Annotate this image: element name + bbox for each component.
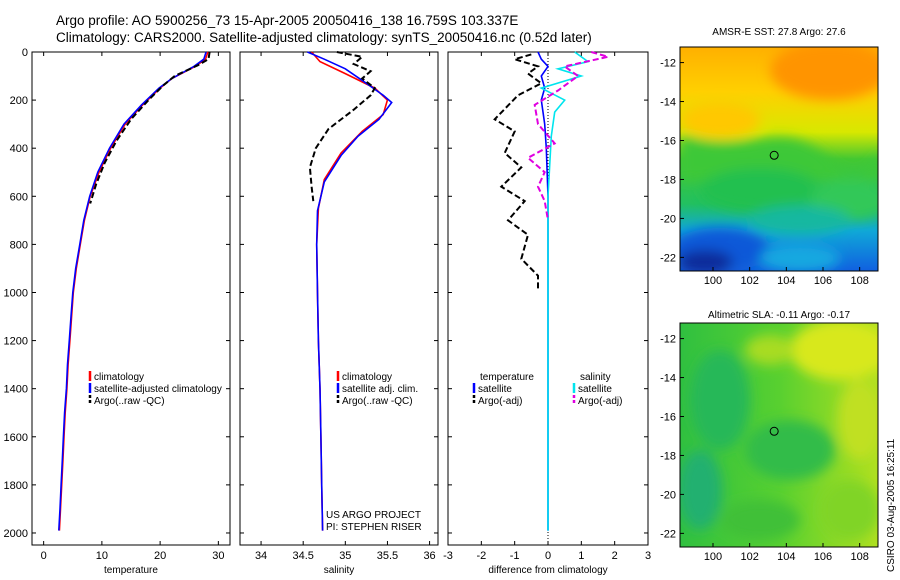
figure-title-line1: Argo profile: AO 5900256_73 15-Apr-2005 … (56, 13, 519, 28)
salinity-xtick-label: 34 (255, 550, 267, 562)
depth-tick-label: 1200 (4, 336, 28, 348)
salinity-xlabel: salinity (324, 565, 355, 576)
pi-annotation: PI: STEPHEN RISER (326, 522, 422, 533)
difference-xtick-label: -2 (476, 550, 486, 562)
difference-series-salinity-argo-adj- (526, 51, 609, 221)
diff-legend-salinity-header: salinity (580, 372, 611, 383)
diff-legend-temperature-header: temperature (480, 372, 534, 383)
difference-xtick-label: 1 (578, 550, 584, 562)
depth-tick-label: 0 (22, 47, 28, 59)
sla-map-ytick-label: -22 (660, 528, 676, 540)
difference-xlabel: difference from climatology (488, 565, 607, 576)
sla-map-xtick-label: 100 (704, 551, 722, 563)
depth-tick-label: 1800 (4, 480, 28, 492)
sla-map-xtick-label: 102 (740, 551, 758, 563)
difference-xtick-label: 0 (545, 550, 551, 562)
figure-title-line2: Climatology: CARS2000. Satellite-adjuste… (56, 30, 592, 45)
salinity-series-satellite-adj-clim- (307, 51, 393, 531)
depth-tick-label: 400 (10, 143, 28, 155)
depth-tick-label: 1600 (4, 432, 28, 444)
sal-legend-argo-label: Argo(..raw -QC) (342, 396, 413, 407)
depth-tick-label: 200 (10, 95, 28, 107)
temperature-xtick-label: 10 (96, 550, 108, 562)
sla-map-ytick-label: -12 (660, 334, 676, 346)
salinity-xtick-label: 35 (339, 550, 351, 562)
temperature-xtick-label: 30 (212, 550, 224, 562)
temp-legend-climatology-label: climatology (94, 372, 144, 383)
temperature-panel-frame (31, 51, 231, 546)
sst-map-xtick-label: 104 (777, 275, 795, 287)
diff-legend-sal-satellite-label: satellite (578, 384, 612, 395)
sst-map-ytick-label: -16 (660, 135, 676, 147)
sla-map-ytick-label: -16 (660, 411, 676, 423)
depth-tick-label: 1000 (4, 287, 28, 299)
temp-legend-argo-label: Argo(..raw -QC) (94, 396, 165, 407)
sla-map-ytick-label: -14 (660, 373, 676, 385)
sst-map-ytick-label: -14 (660, 97, 676, 109)
salinity-xtick-label: 34.5 (292, 550, 313, 562)
salinity-series-climatology (310, 51, 389, 531)
sla-map-xtick-label: 108 (850, 551, 868, 563)
temperature-series-satellite-adjusted-climatology (58, 51, 207, 531)
sla-map-xtick-label: 104 (777, 551, 795, 563)
sst-map-ytick-label: -20 (660, 213, 676, 225)
diff-legend-temp-argo-label: Argo(-adj) (478, 396, 522, 407)
temperature-series-argo-raw-qc- (89, 51, 211, 204)
sla-map-frame (679, 322, 879, 548)
salinity-xtick-label: 36 (423, 550, 435, 562)
project-annotation: US ARGO PROJECT (326, 510, 421, 521)
salinity-xtick-label: 35.5 (377, 550, 398, 562)
difference-series-temperature-satellite (537, 51, 550, 531)
sst-map-xtick-label: 108 (850, 275, 868, 287)
depth-tick-label: 2000 (4, 528, 28, 540)
sst-map-image (680, 47, 878, 271)
depth-tick-label: 1400 (4, 384, 28, 396)
sla-map-xtick-label: 106 (814, 551, 832, 563)
sst-map-xtick-label: 100 (704, 275, 722, 287)
temperature-xtick-label: 0 (41, 550, 47, 562)
temperature-series-climatology (58, 51, 209, 531)
diff-legend-temp-satellite-label: satellite (478, 384, 512, 395)
diff-legend-sal-argo-label: Argo(-adj) (578, 396, 622, 407)
sst-map-ytick-label: -12 (660, 58, 676, 70)
sla-map-title: Altimetric SLA: -0.11 Argo: -0.17 (708, 310, 851, 321)
temperature-xtick-label: 20 (154, 550, 166, 562)
depth-tick-label: 600 (10, 191, 28, 203)
sst-map-ytick-label: -22 (660, 252, 676, 264)
temp-legend-satellite-label: satellite-adjusted climatology (94, 384, 222, 395)
difference-xtick-label: 3 (645, 550, 651, 562)
sst-map-float-position-marker (769, 150, 779, 160)
sst-map-ytick-label: -18 (660, 174, 676, 186)
difference-xtick-label: -1 (510, 550, 520, 562)
sla-map-image (680, 323, 878, 547)
difference-series-salinity-satellite (539, 51, 590, 531)
sst-map-title: AMSR-E SST: 27.8 Argo: 27.6 (712, 27, 846, 38)
temperature-xlabel: temperature (104, 565, 158, 576)
difference-series-temperature-argo-adj- (493, 53, 544, 291)
salinity-series-argo-raw-qc- (308, 51, 377, 202)
sal-legend-climatology-label: climatology (342, 372, 392, 383)
depth-tick-label: 800 (10, 239, 28, 251)
difference-xtick-label: 2 (612, 550, 618, 562)
sal-legend-satellite-label: satellite adj. clim. (342, 384, 418, 395)
salinity-panel-frame (239, 51, 439, 546)
sst-map-xtick-label: 106 (814, 275, 832, 287)
sst-map-xtick-label: 102 (740, 275, 758, 287)
sla-map-ytick-label: -18 (660, 450, 676, 462)
sla-map-ytick-label: -20 (660, 489, 676, 501)
sla-map-float-position-marker (769, 426, 779, 436)
difference-xtick-label: -3 (443, 550, 453, 562)
sst-map-frame (679, 46, 879, 272)
